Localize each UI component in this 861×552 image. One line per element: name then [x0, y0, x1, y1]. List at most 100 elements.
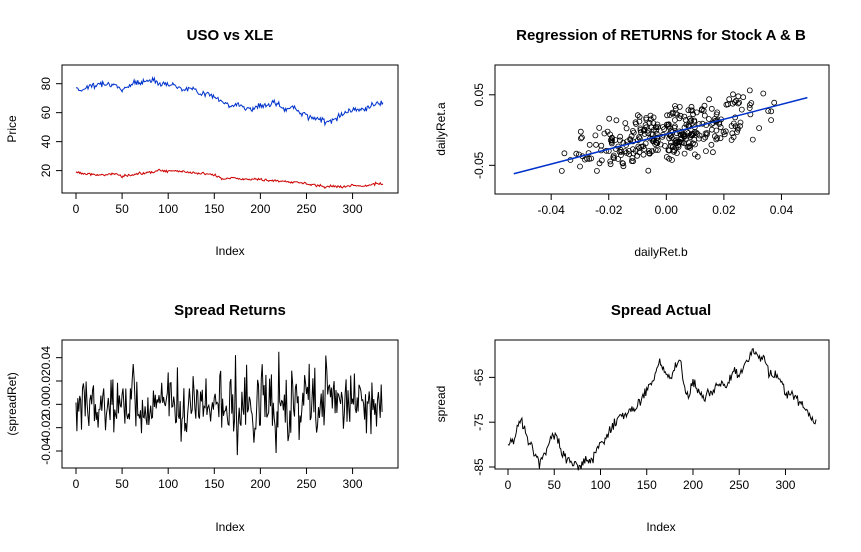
- y-tick-label: 80: [39, 77, 53, 91]
- scatter-point: [709, 126, 715, 133]
- scatter-point: [615, 156, 621, 162]
- scatter-point: [677, 138, 683, 145]
- series-group: [507, 347, 817, 471]
- x-tick-label: 50: [548, 478, 562, 492]
- scatter-point: [630, 158, 636, 165]
- scatter-point: [765, 108, 772, 114]
- scatter-point: [701, 102, 708, 109]
- scatter-point: [665, 121, 671, 128]
- x-axis-label: dailyRet.b: [634, 245, 688, 259]
- scatter-point: [642, 122, 649, 128]
- y-tick-label: 0.05: [472, 83, 486, 107]
- scatter-point: [672, 103, 678, 109]
- x-tick-label: 100: [158, 202, 178, 216]
- scatter-point: [664, 112, 670, 119]
- scatter-point: [622, 148, 629, 155]
- y-axis: 20 40 60 80: [39, 77, 63, 178]
- scatter-point: [637, 129, 644, 136]
- x-tick-label: 300: [343, 202, 363, 216]
- scatter-point: [703, 148, 709, 155]
- scatter-point: [681, 133, 688, 140]
- scatter-point: [747, 102, 753, 108]
- scatter-point: [588, 155, 595, 162]
- scatter-point: [578, 135, 584, 142]
- y-axis-label: spread: [434, 386, 448, 423]
- scatter-point: [661, 126, 667, 133]
- scatter-point: [617, 133, 623, 140]
- x-tick-label: 100: [590, 478, 610, 492]
- scatter-point: [594, 167, 600, 174]
- scatter-point: [672, 117, 678, 123]
- scatter-point: [732, 123, 739, 130]
- scatter-point: [726, 96, 733, 103]
- scatter-point: [650, 138, 656, 145]
- scatter-point: [650, 114, 657, 121]
- series-line: [75, 168, 384, 189]
- scatter-point: [683, 121, 690, 128]
- x-tick-label: 150: [204, 202, 224, 216]
- panel-uso-xle: USO vs XLE 0 50 100 150 200 250 300 20 40 60 80 I…: [5, 27, 399, 258]
- scatter-point: [586, 155, 593, 162]
- x-axis: 0 50 100 150 200 250 300: [505, 468, 796, 492]
- scatter-point: [760, 90, 767, 97]
- scatter-point: [613, 117, 620, 124]
- scatter-point: [708, 141, 715, 148]
- scatter-point: [577, 163, 583, 170]
- scatter-point: [692, 151, 698, 158]
- scatter-point: [561, 150, 568, 157]
- scatter-point: [630, 129, 637, 136]
- y-tick-label: -0.04: [39, 437, 53, 465]
- regression-line-segment: [513, 96, 808, 175]
- x-tick-label: 0.00: [655, 203, 679, 217]
- x-tick-label: 0: [505, 478, 512, 492]
- y-axis-label: dailyRet.a: [434, 102, 448, 156]
- x-tick-label: 50: [115, 477, 129, 491]
- scatter-point: [706, 96, 712, 103]
- scatter-point: [706, 116, 712, 122]
- chart-title: Spread Returns: [174, 302, 286, 319]
- scatter-point: [668, 128, 674, 135]
- scatter-point: [669, 157, 675, 163]
- scatter-point: [636, 114, 643, 120]
- scatter-point: [696, 135, 702, 142]
- scatter-point: [671, 147, 678, 154]
- panel-spread-returns: Spread Returns 0 50 100 150 200 250 300 -0.04-…: [5, 302, 399, 534]
- y-tick-label: 0.00: [39, 392, 53, 416]
- scatter-point: [688, 117, 695, 124]
- scatter-point: [740, 94, 747, 101]
- y-tick-label: 0.04: [39, 346, 53, 370]
- y-tick-label: 0.02: [39, 369, 53, 393]
- scatter-point: [653, 124, 660, 131]
- series-line: [75, 76, 384, 127]
- scatter-point: [610, 152, 617, 159]
- scatter-point: [672, 138, 679, 144]
- scatter-point: [611, 155, 617, 162]
- scatter-point: [704, 130, 710, 136]
- scatter-point: [652, 146, 659, 153]
- scatter-point: [671, 125, 678, 131]
- y-tick-label: 20: [39, 164, 53, 178]
- regression-line: [513, 96, 808, 175]
- scatter-point: [728, 123, 735, 129]
- x-tick-label: 100: [158, 477, 178, 491]
- scatter-point: [662, 142, 668, 149]
- y-tick-label: 60: [39, 106, 53, 120]
- scatter-point: [582, 156, 588, 163]
- y-tick-label: -85: [472, 458, 486, 476]
- scatter-point: [717, 135, 724, 142]
- scatter-point: [663, 154, 670, 160]
- y-tick-label: -0.05: [472, 151, 486, 179]
- scatter-point: [643, 116, 650, 123]
- x-tick-label: 200: [250, 202, 270, 216]
- scatter-point: [608, 135, 615, 142]
- y-axis: -0.05 0.05: [472, 83, 496, 179]
- scatter-point: [644, 127, 651, 134]
- scatter-point: [696, 121, 703, 127]
- x-tick-label: 200: [250, 477, 270, 491]
- scatter-point: [691, 118, 698, 125]
- panel-regression: Regression of RETURNS for Stock A & B -0…: [434, 27, 830, 259]
- scatter-point: [668, 134, 675, 141]
- scatter-point: [627, 136, 633, 143]
- scatter-point: [638, 143, 645, 150]
